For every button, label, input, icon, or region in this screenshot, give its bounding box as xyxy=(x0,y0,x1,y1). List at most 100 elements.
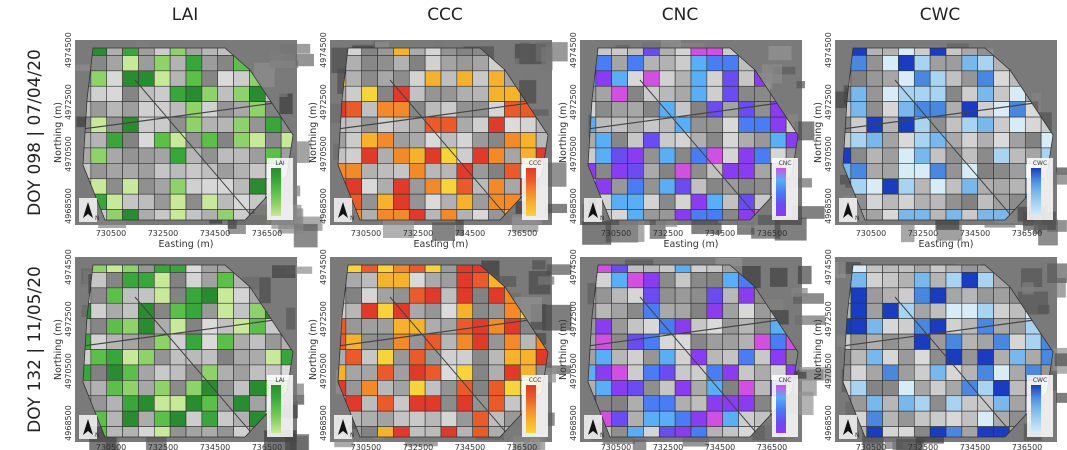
field xyxy=(362,71,378,86)
field xyxy=(867,148,883,163)
field xyxy=(473,71,489,86)
field-colored xyxy=(425,396,441,411)
field xyxy=(1009,319,1025,334)
field xyxy=(883,350,899,365)
field xyxy=(659,272,675,287)
field-colored xyxy=(596,133,612,148)
field-colored xyxy=(202,380,218,395)
field-colored xyxy=(473,148,489,163)
field xyxy=(898,272,914,287)
field-colored xyxy=(978,55,994,70)
field-colored xyxy=(691,55,707,70)
field-colored xyxy=(393,272,409,287)
field xyxy=(457,133,473,148)
field-colored xyxy=(930,71,946,86)
field xyxy=(851,148,867,163)
field-colored xyxy=(707,194,723,209)
field xyxy=(851,117,867,132)
field xyxy=(138,148,154,163)
field-colored xyxy=(691,411,707,426)
field-colored xyxy=(867,411,883,426)
field-colored xyxy=(202,396,218,411)
field xyxy=(202,163,218,178)
field xyxy=(378,288,394,303)
field xyxy=(362,55,378,70)
x-tick-label: 732500 xyxy=(908,443,939,450)
field xyxy=(962,396,978,411)
field-colored xyxy=(898,71,914,86)
field xyxy=(154,194,170,209)
field-colored xyxy=(218,288,234,303)
field-colored xyxy=(883,303,899,318)
y-tick-label: 4974500 xyxy=(64,32,73,68)
field-colored xyxy=(186,380,202,395)
field-colored xyxy=(707,411,723,426)
field xyxy=(441,303,457,318)
field xyxy=(218,133,234,148)
field xyxy=(898,133,914,148)
field-colored xyxy=(851,319,867,334)
legend-title: CCC xyxy=(529,377,542,384)
field-colored xyxy=(739,163,755,178)
field-colored xyxy=(489,380,505,395)
field xyxy=(218,380,234,395)
field-colored xyxy=(612,86,628,101)
terrain xyxy=(259,277,271,303)
field xyxy=(883,411,899,426)
field xyxy=(170,71,186,86)
field xyxy=(930,55,946,70)
field xyxy=(994,194,1010,209)
field-colored xyxy=(107,194,123,209)
field-colored xyxy=(186,117,202,132)
field-colored xyxy=(378,303,394,318)
y-tick-label: 4968500 xyxy=(824,405,833,441)
field xyxy=(691,179,707,194)
field-colored xyxy=(138,71,154,86)
field xyxy=(123,194,139,209)
y-tick-label: 4968500 xyxy=(569,405,578,441)
y-tick-label: 4972500 xyxy=(824,84,833,120)
field xyxy=(218,55,234,70)
field xyxy=(186,272,202,287)
field-colored xyxy=(628,334,644,349)
terrain xyxy=(791,288,807,297)
field xyxy=(473,380,489,395)
field xyxy=(218,365,234,380)
field-colored xyxy=(883,86,899,101)
north-label: N xyxy=(600,215,605,222)
y-tick-label: 4974500 xyxy=(569,249,578,285)
field-colored xyxy=(473,272,489,287)
field-colored xyxy=(489,179,505,194)
field xyxy=(170,272,186,287)
field xyxy=(378,319,394,334)
field xyxy=(249,117,265,132)
field-colored xyxy=(612,380,628,395)
field-colored xyxy=(994,365,1010,380)
field xyxy=(218,86,234,101)
field xyxy=(914,411,930,426)
field xyxy=(628,350,644,365)
field xyxy=(378,148,394,163)
field-colored xyxy=(930,179,946,194)
field xyxy=(754,319,770,334)
field xyxy=(170,288,186,303)
legend-bar xyxy=(1031,168,1041,216)
field xyxy=(441,334,457,349)
field-colored xyxy=(851,303,867,318)
y-tick-label: 4974500 xyxy=(64,249,73,285)
field xyxy=(520,117,536,132)
legend-title: CWC xyxy=(1033,160,1047,167)
field xyxy=(202,303,218,318)
field xyxy=(898,288,914,303)
field xyxy=(883,319,899,334)
field-colored xyxy=(107,350,123,365)
field-colored xyxy=(473,334,489,349)
terrain xyxy=(541,47,552,70)
field-colored xyxy=(186,288,202,303)
y-axis-label: Northing (m) xyxy=(558,102,569,163)
field xyxy=(962,133,978,148)
field-colored xyxy=(723,86,739,101)
y-tick-label: 4968500 xyxy=(319,188,328,224)
field-colored xyxy=(107,133,123,148)
terrain xyxy=(1022,282,1033,294)
